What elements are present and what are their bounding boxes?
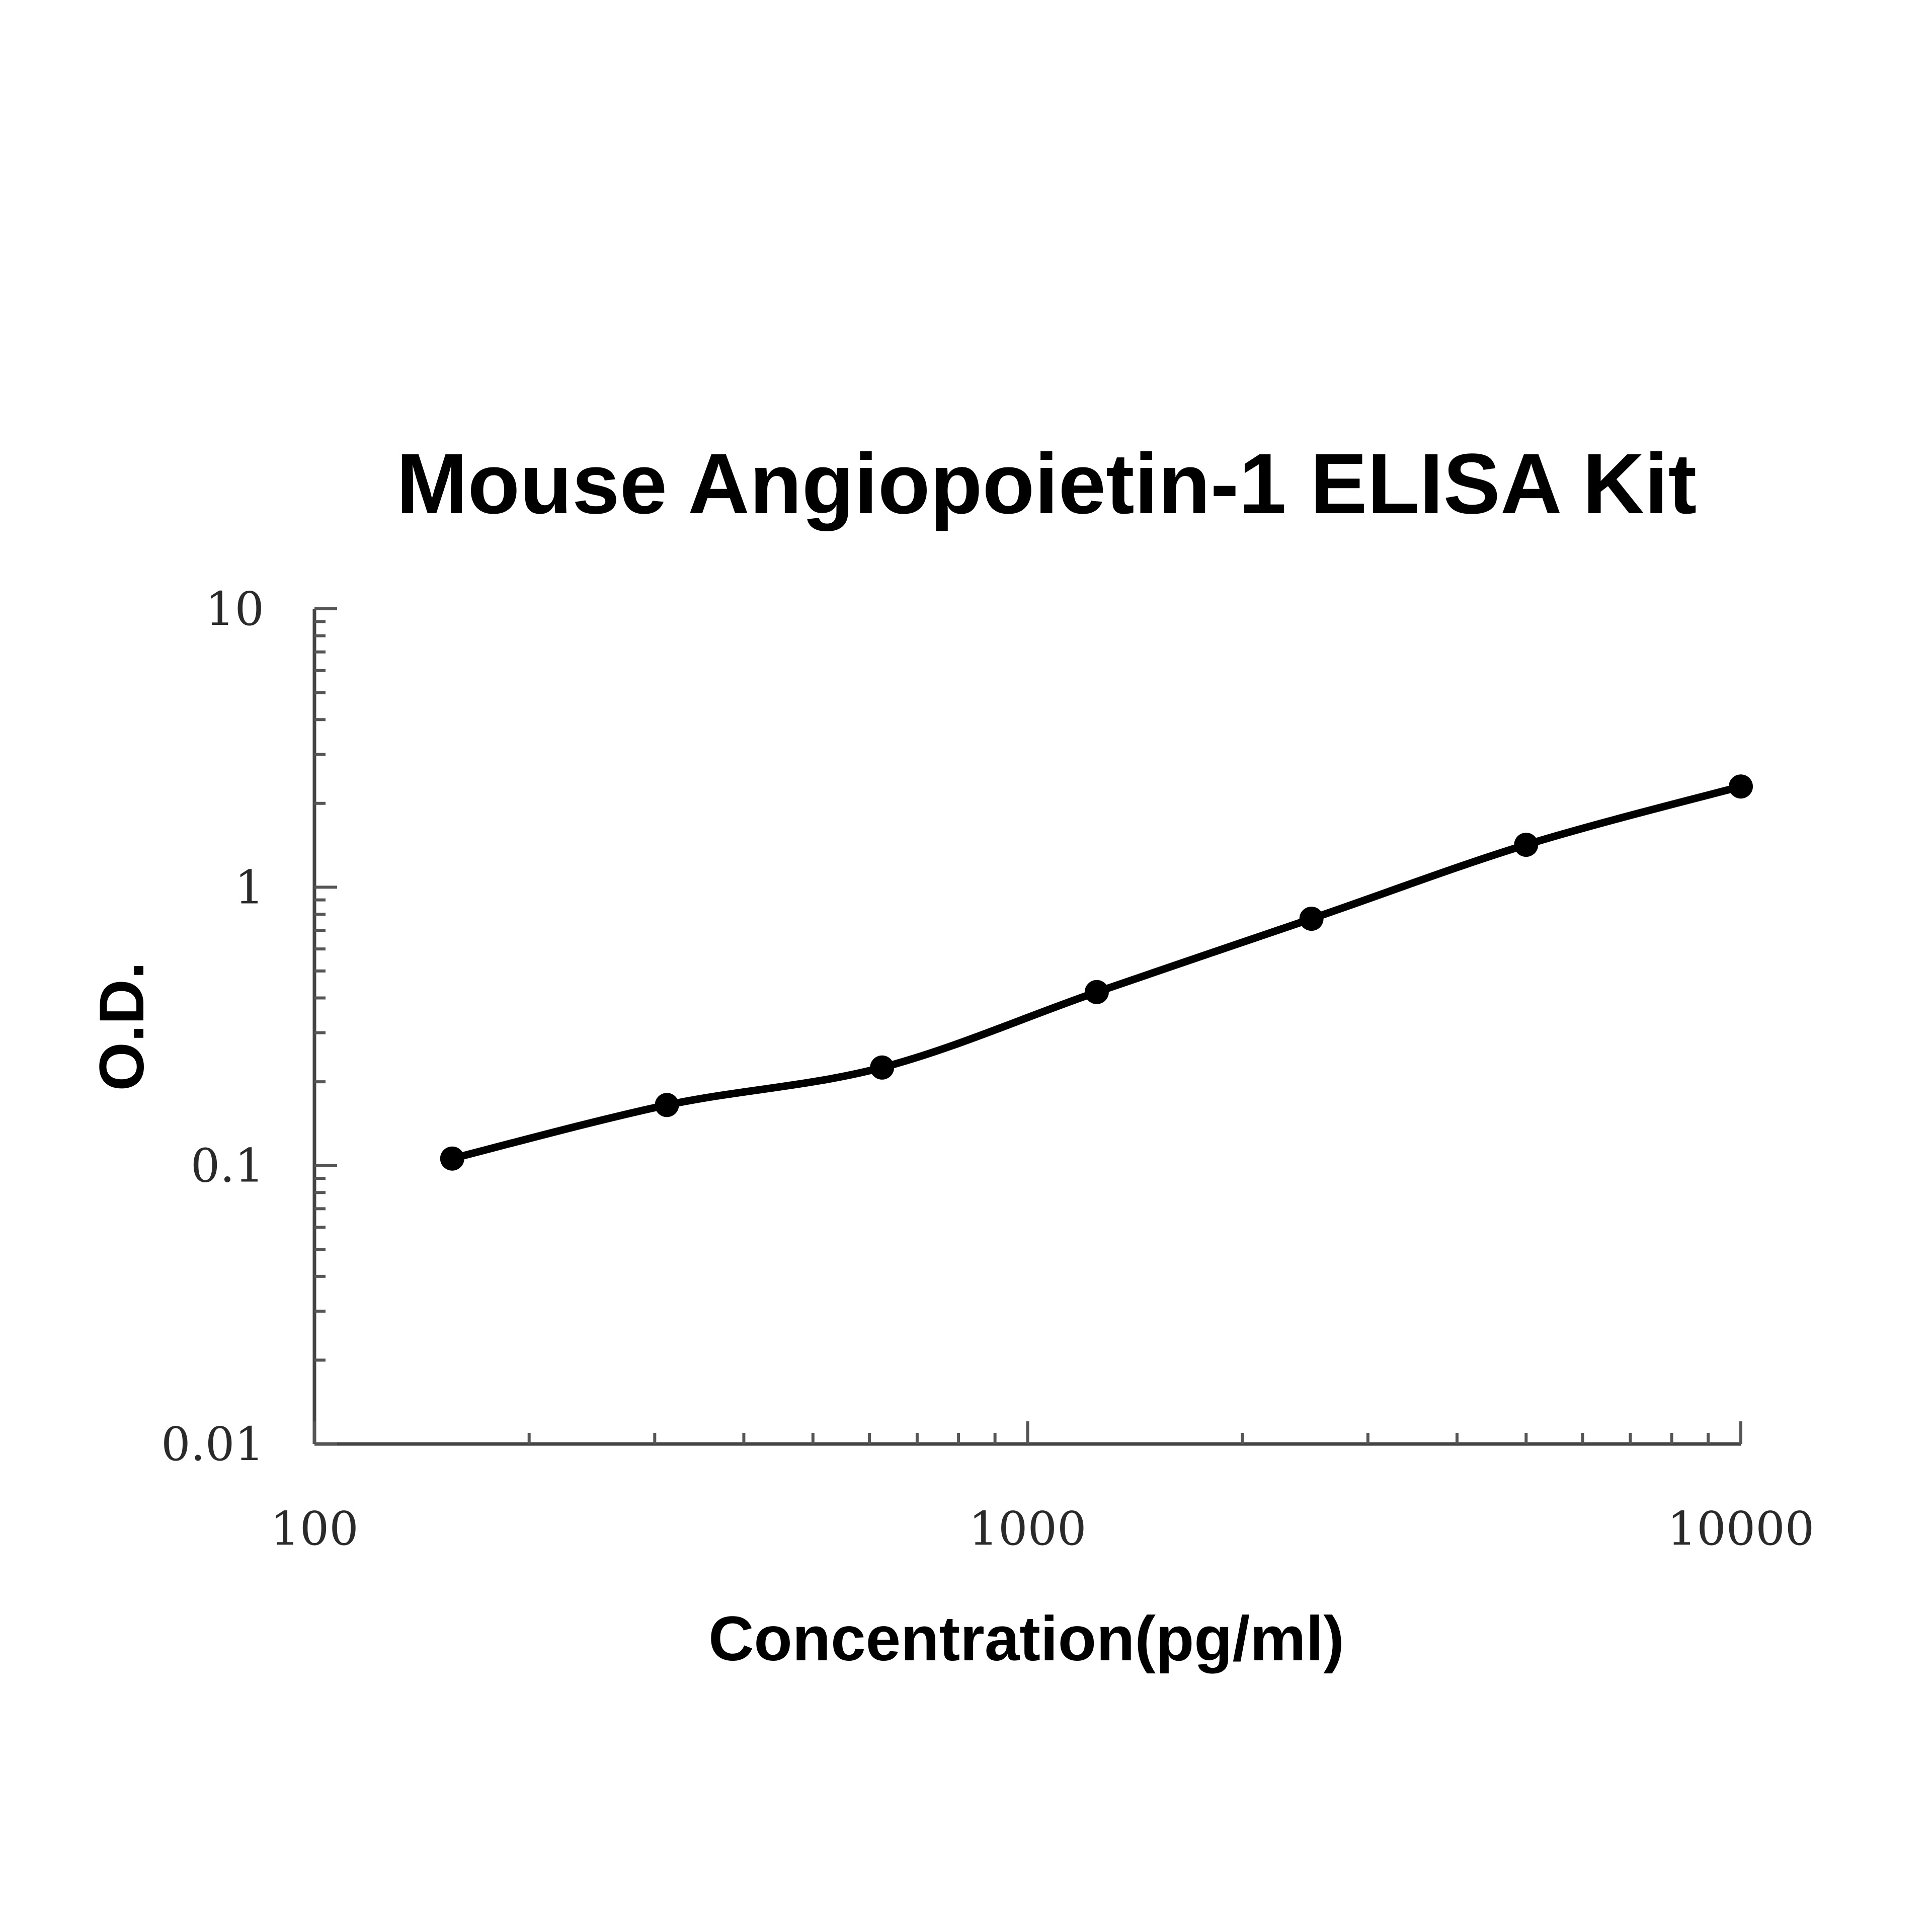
data-point	[870, 1055, 895, 1080]
x-axis-tick-labels: 100 1000 10000	[270, 1502, 1814, 1556]
x-axis-ticks	[313, 1421, 1742, 1444]
y-axis-tick-labels: 0.01 0.1 1 10	[161, 582, 264, 1471]
x-tick-label: 100	[270, 1502, 359, 1556]
x-axis-label: Concentration(pg/ml)	[708, 1604, 1344, 1674]
data-points	[440, 774, 1753, 1171]
y-axis-label: O.D.	[87, 962, 157, 1091]
axes	[312, 609, 1741, 1446]
data-point	[1084, 980, 1109, 1004]
x-tick-label: 10000	[1667, 1502, 1815, 1556]
data-point	[1514, 833, 1539, 857]
data-point	[655, 1093, 679, 1117]
chart-title: Mouse Angiopoietin-1 ELISA Kit	[396, 436, 1697, 532]
data-point	[1729, 774, 1753, 799]
x-tick-label: 1000	[969, 1502, 1086, 1556]
y-axis-ticks	[314, 607, 337, 1445]
y-tick-label: 0.01	[161, 1417, 264, 1471]
data-point	[1299, 907, 1324, 931]
data-point	[440, 1146, 464, 1171]
y-tick-label: 1	[234, 860, 264, 914]
y-tick-label: 10	[205, 582, 264, 636]
y-tick-label: 0.1	[191, 1139, 264, 1193]
fitted-curve	[448, 782, 1745, 1163]
